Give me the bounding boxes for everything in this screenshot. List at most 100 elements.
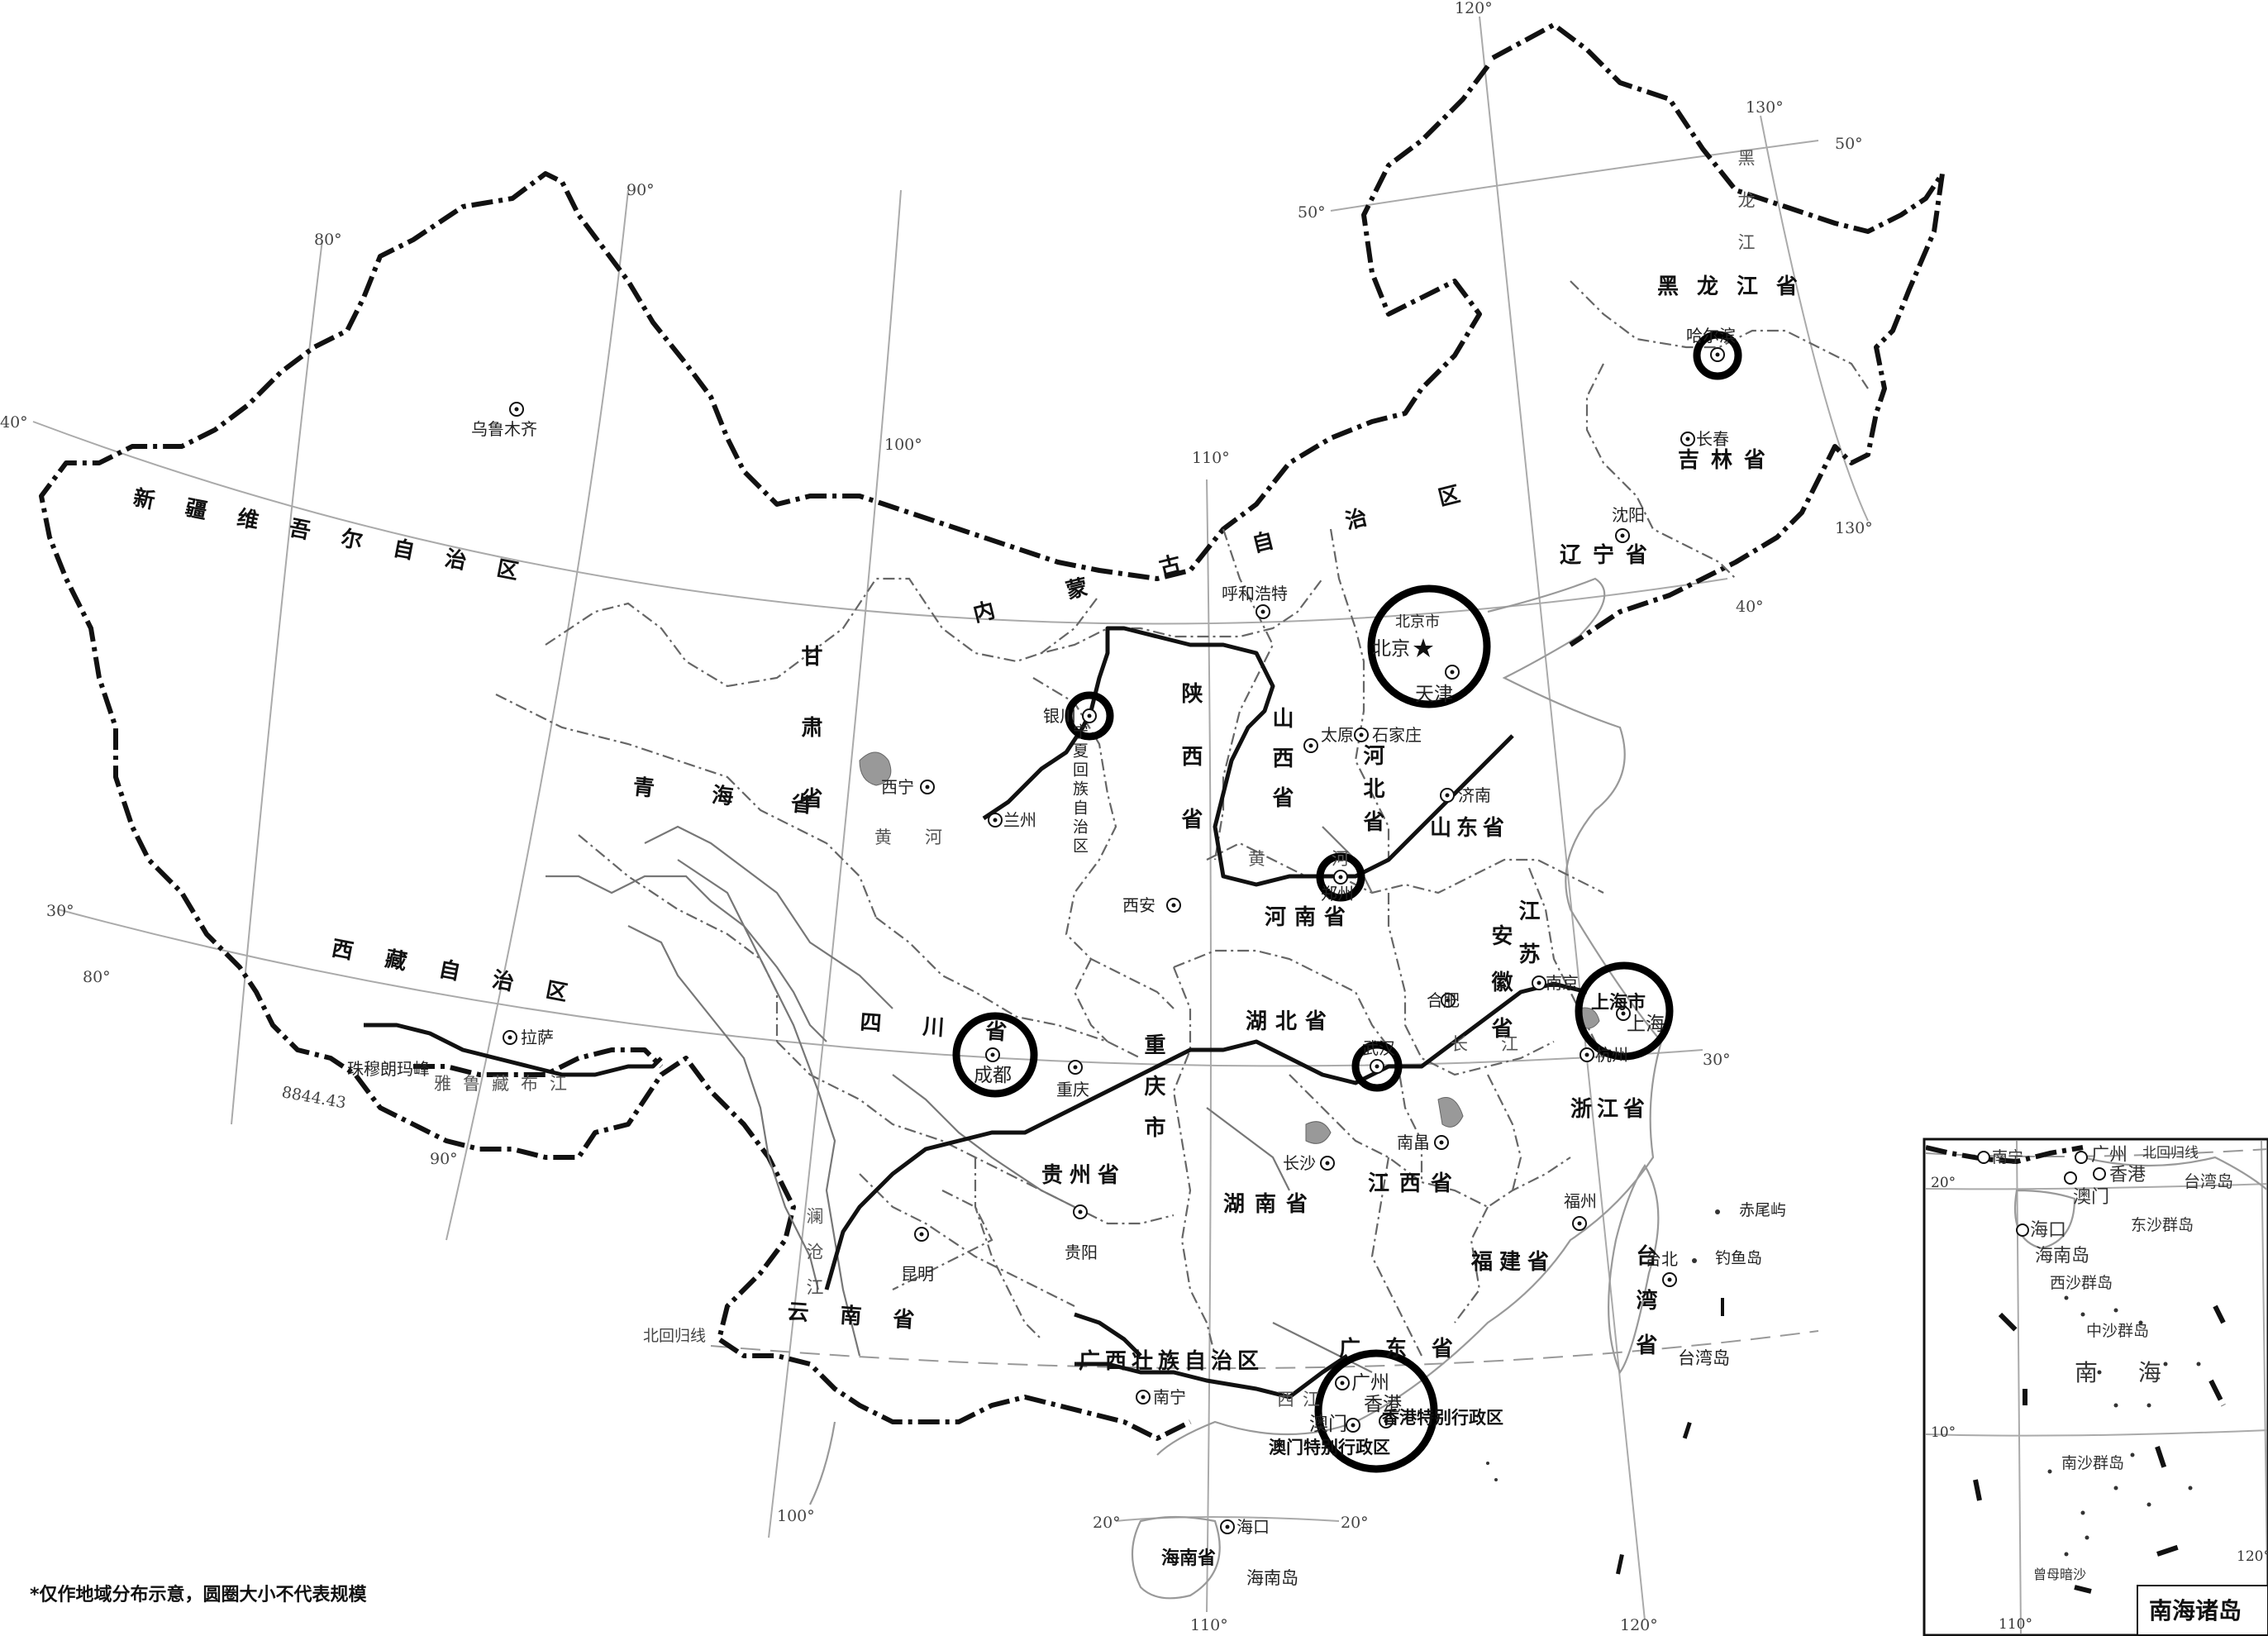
city-marker — [1662, 1272, 1677, 1287]
major-rivers — [364, 626, 1588, 1400]
city-lhasa: 拉萨 — [521, 1028, 554, 1047]
city-marker — [1303, 738, 1318, 753]
inset-label-lat10: 10° — [1931, 1424, 1956, 1441]
city-marker — [1333, 870, 1348, 885]
beijing-star — [1413, 638, 1433, 657]
city-haikou: 海口 — [1236, 1517, 1270, 1537]
label-huanghe-east: 黄河 — [1248, 849, 1415, 869]
label-taiwan-island: 台湾岛 — [1678, 1348, 1730, 1368]
lon-label-130-top: 130° — [1746, 98, 1784, 117]
city-chongqing: 重庆 — [1056, 1080, 1089, 1099]
city-marker — [1073, 1204, 1088, 1219]
label-hebei: 河北省 — [1360, 744, 1385, 843]
city-wuhan: 武汉 — [1362, 1038, 1395, 1058]
inset-label-lat20: 20° — [1931, 1175, 1956, 1191]
city-marker — [988, 813, 1003, 828]
coastline — [809, 577, 1663, 1600]
lat-label-50-right: 50° — [1835, 135, 1863, 153]
label-guangxi: 广西壮族自治区 — [1079, 1348, 1264, 1374]
label-heilongjiang-river: 黑龙江 — [1736, 149, 1756, 275]
city-marker — [1136, 1390, 1151, 1405]
island-markers — [1486, 1209, 1724, 1575]
city-marker — [1346, 1418, 1360, 1433]
label-anhui: 安徽省 — [1488, 924, 1513, 1063]
city-labels: 乌鲁木齐 拉萨 西宁 兰州 银川 呼和浩特 北京 天津 太原 石家庄 济南 郑州… — [471, 326, 1736, 1537]
city-marker — [1440, 788, 1455, 803]
inset-label-nanhai: 南 海 — [2075, 1359, 2178, 1386]
label-shaanxi: 陕西省 — [1178, 682, 1203, 870]
dongting-lake — [1305, 1121, 1332, 1144]
inset-label-tropic: 北回归线 — [2142, 1145, 2199, 1161]
city-jinan: 济南 — [1458, 785, 1491, 805]
label-hunan: 湖南省 — [1223, 1192, 1317, 1217]
city-xining: 西宁 — [881, 777, 914, 797]
lat-label-30-right: 30° — [1703, 1051, 1731, 1069]
graticule-labels: 80° 90° 100° 110° 120° 130° 80° 90° 100°… — [0, 0, 1873, 1634]
lon-label-80-top: 80° — [314, 231, 342, 249]
city-shanghai: 上海 — [1627, 1014, 1665, 1035]
city-marker — [1379, 1414, 1394, 1429]
label-everest: 珠穆朗玛峰 — [347, 1059, 430, 1079]
inset-title: 南海诸岛 — [2149, 1597, 2242, 1624]
city-lanzhou: 兰州 — [1003, 810, 1036, 830]
city-harbin: 哈尔滨 — [1686, 326, 1736, 346]
inset-label-taiwan: 台湾岛 — [2184, 1171, 2233, 1191]
city-xian: 西安 — [1122, 895, 1155, 915]
tropic-of-cancer-label: 北回归线 — [643, 1327, 706, 1345]
circle-chengdu — [952, 1012, 1038, 1098]
provincial-borders — [495, 280, 1869, 1357]
city-marker — [1320, 1156, 1335, 1171]
city-yinchuan: 银川 — [1043, 706, 1076, 726]
city-marker — [509, 402, 524, 417]
city-guangzhou: 广州 — [1351, 1372, 1389, 1394]
label-shandong: 山东省 — [1430, 815, 1509, 841]
lon-label-120-top: 120° — [1455, 0, 1493, 17]
lon-label-90-bottom: 90° — [430, 1150, 458, 1168]
city-hohhot: 呼和浩特 — [1222, 584, 1288, 603]
label-jiangxi: 江西省 — [1368, 1171, 1462, 1196]
city-marker — [1441, 993, 1456, 1008]
lon-label-100-top: 100° — [884, 436, 922, 454]
lat-label-50-left: 50° — [1298, 203, 1326, 222]
label-qinghai: 青海省 — [631, 775, 871, 824]
label-xijiang: 西江 — [1277, 1390, 1328, 1409]
graticule — [32, 16, 1869, 1621]
city-shenyang: 沈阳 — [1612, 505, 1645, 525]
lon-label-100-bottom: 100° — [777, 1507, 815, 1525]
city-marker — [1680, 432, 1695, 446]
inset-label-lon120: 120° — [2237, 1548, 2268, 1565]
city-tianjin: 天津 — [1415, 684, 1453, 705]
circle-pearl-river-delta — [1314, 1349, 1438, 1473]
label-ningxia: 宁夏回族自治区 — [1070, 723, 1089, 856]
label-beijing-shi: 北京市 — [1395, 613, 1440, 631]
label-xinjiang: 新疆维吾尔自治区 — [131, 484, 552, 590]
rivers — [546, 825, 1373, 1373]
inset-label-guangzhou: 广州 — [2091, 1145, 2127, 1166]
label-gansu: 甘肃省 — [798, 645, 823, 858]
inset-label-hongkong: 香港 — [2109, 1165, 2146, 1185]
footnote: *仅作地域分布示意，圆圈大小不代表规模 — [30, 1584, 368, 1605]
label-heilongjiang: 黑龙江省 — [1657, 274, 1816, 299]
label-zhejiang: 浙江省 — [1570, 1097, 1650, 1122]
label-changjiang: 长江 — [1451, 1034, 1551, 1054]
city-hangzhou: 杭州 — [1595, 1045, 1628, 1065]
label-yarlung: 雅鲁藏布江 — [434, 1074, 579, 1094]
lon-label-110-top: 110° — [1192, 449, 1230, 467]
lon-label-80-bottom: 80° — [83, 968, 111, 986]
inset-label-lon110: 110° — [1999, 1616, 2032, 1633]
label-shanghai-shi: 上海市 — [1591, 992, 1646, 1014]
label-taiwan: 台湾省 — [1632, 1243, 1658, 1378]
lon-label-130-right: 130° — [1835, 519, 1873, 537]
label-chongqing: 重庆市 — [1141, 1033, 1165, 1157]
inset-label-haikou: 海口 — [2030, 1220, 2066, 1241]
label-chiweiyu: 赤尾屿 — [1739, 1201, 1786, 1219]
label-everest-height: 8844.43 — [280, 1083, 347, 1112]
city-marker — [1354, 727, 1369, 742]
city-marker — [1580, 1047, 1594, 1062]
city-changsha: 长沙 — [1283, 1153, 1316, 1173]
city-nanning: 南宁 — [1153, 1387, 1186, 1407]
lon-label-120-bottom: 120° — [1620, 1616, 1658, 1634]
city-marker — [1068, 1060, 1083, 1075]
vertical-region-labels: 甘肃省 陕西省 山西省 河北省 安徽省 江苏 重庆市 台湾省 宁夏回族自治区 — [798, 645, 1658, 1378]
